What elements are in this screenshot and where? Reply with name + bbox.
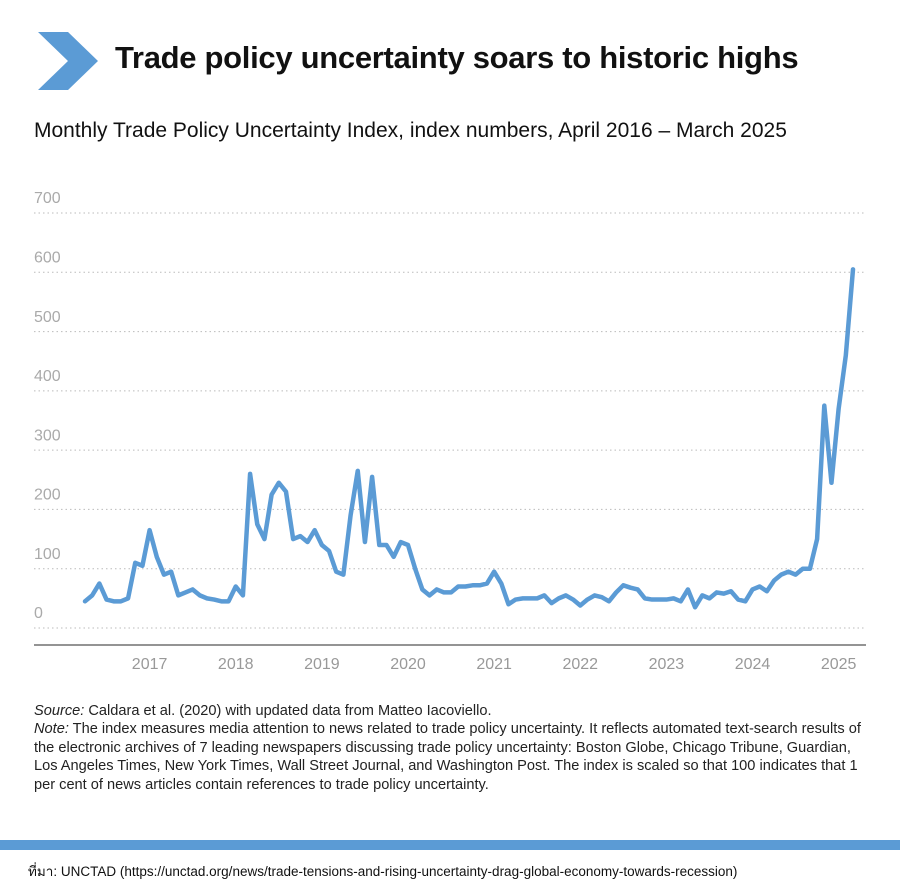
chevron-icon: [38, 32, 98, 90]
chart-title: Monthly Trade Policy Uncertainty Index, …: [34, 119, 787, 142]
note-line: Note: The index measures media attention…: [34, 720, 874, 794]
note-text: The index measures media attention to ne…: [34, 721, 861, 793]
x-tick-label: 2020: [390, 656, 426, 673]
source-label: Source:: [34, 703, 85, 719]
x-tick-label: 2024: [735, 656, 771, 673]
source-text: Caldara et al. (2020) with updated data …: [84, 703, 492, 719]
divider-bar: [0, 840, 900, 850]
y-tick-label: 600: [34, 250, 61, 267]
y-tick-label: 400: [34, 368, 61, 385]
source-line: Source: Caldara et al. (2020) with updat…: [34, 702, 874, 720]
notes: Source: Caldara et al. (2020) with updat…: [34, 702, 874, 794]
y-tick-label: 700: [34, 190, 61, 207]
x-tick-label: 2018: [218, 656, 254, 673]
x-tick-label: 2019: [304, 656, 340, 673]
x-tick-label: 2023: [649, 656, 685, 673]
footer: ที่มา: UNCTAD (https://unctad.org/news/t…: [28, 864, 738, 879]
y-tick-label: 100: [34, 546, 61, 563]
x-tick-label: 2025: [821, 656, 857, 673]
page-title: Trade policy uncertainty soars to histor…: [115, 40, 799, 75]
x-tick-label: 2017: [132, 656, 168, 673]
x-tick-label: 2021: [476, 656, 512, 673]
plot-area: 0 100 200 300 400 500 600 700 2017 2018 2019 2020 20…: [34, 190, 866, 673]
y-tick-label: 0: [34, 605, 43, 622]
y-tick-label: 300: [34, 427, 61, 444]
x-tick-label: 2022: [562, 656, 598, 673]
y-tick-label: 200: [34, 487, 61, 504]
chart: 0 100 200 300 400 500 600 700 2017 2018 2019 2020 20…: [34, 32, 866, 673]
note-label: Note:: [34, 721, 69, 738]
data-line: [82, 267, 856, 610]
y-tick-label: 500: [34, 309, 61, 326]
